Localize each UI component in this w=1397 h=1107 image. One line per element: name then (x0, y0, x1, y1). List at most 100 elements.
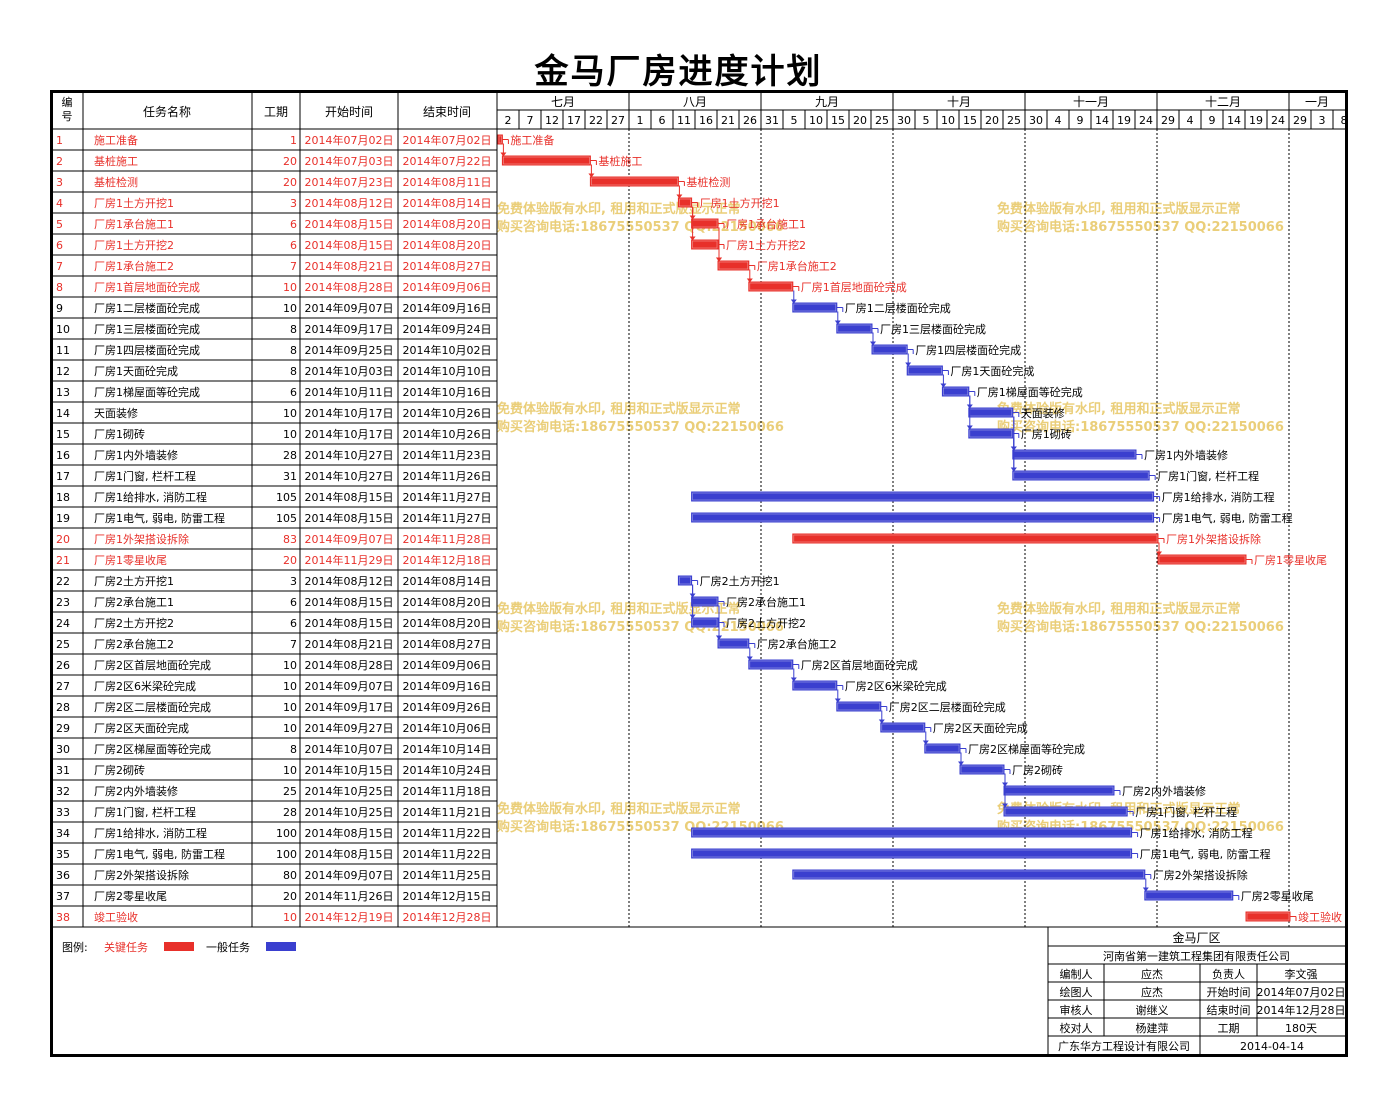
task-start: 2014年09月27日 (305, 721, 394, 735)
task-end: 2014年11月26日 (403, 469, 492, 483)
tick-label: 15 (831, 114, 845, 127)
task-name: 施工准备 (94, 133, 138, 147)
task-no: 6 (56, 239, 63, 252)
task-bar (497, 134, 503, 145)
task-no: 7 (56, 260, 63, 273)
header-name: 任务名称 (143, 104, 191, 119)
task-days: 7 (290, 260, 297, 273)
task-bar-hatch (679, 576, 691, 585)
task-bar (836, 701, 882, 712)
tick-label: 19 (1117, 114, 1131, 127)
task-name: 厂房1天面砼完成 (94, 364, 178, 378)
task-name: 厂房1内外墙装修 (94, 448, 178, 462)
bar-label: 厂房1给排水, 消防工程 (1162, 490, 1275, 504)
task-days: 10 (283, 407, 297, 420)
task-days: 105 (276, 491, 297, 504)
bar-label: 厂房1外架搭设拆除 (1166, 532, 1261, 546)
task-end: 2014年08月14日 (403, 196, 492, 210)
task-no: 27 (56, 680, 70, 693)
task-bar (677, 575, 693, 586)
task-no: 12 (56, 365, 70, 378)
task-bar (691, 848, 1133, 859)
bar-label: 施工准备 (510, 133, 554, 147)
task-name: 厂房2区首层地面砼完成 (94, 658, 211, 672)
info-cell: 2014年12月28日 (1257, 1003, 1346, 1017)
task-end: 2014年08月11日 (403, 175, 492, 189)
task-name: 厂房1门窗, 栏杆工程 (94, 805, 196, 819)
task-no: 37 (56, 890, 70, 903)
bar-label: 厂房1四层楼面砼完成 (915, 343, 1021, 357)
task-bar-hatch (692, 849, 1131, 858)
task-bar-hatch (943, 387, 969, 396)
task-bar-hatch (1158, 555, 1246, 564)
task-days: 20 (283, 890, 297, 903)
tick-label: 15 (963, 114, 977, 127)
task-start: 2014年10月15日 (305, 763, 394, 777)
header-no: 号 (62, 110, 73, 123)
dependency-arrow (834, 698, 841, 703)
task-bar (1157, 554, 1247, 565)
task-end: 2014年11月28日 (403, 532, 492, 546)
info-cell: 开始时间 (1207, 985, 1251, 999)
task-days: 6 (290, 596, 297, 609)
watermark-line1: 免费体验版有水印, 租用和正式版显示正常 (997, 601, 1240, 617)
dependency-arrow (1142, 887, 1149, 892)
chart-frame (50, 90, 1348, 1057)
bar-label: 厂房2区二层楼面砼完成 (889, 700, 1006, 714)
tick-label: 24 (1139, 114, 1153, 127)
task-end: 2014年10月26日 (403, 406, 492, 420)
task-end: 2014年07月22日 (403, 154, 492, 168)
month-label: 九月 (815, 95, 839, 109)
task-end: 2014年12月28日 (403, 910, 492, 924)
task-bar (1012, 470, 1150, 481)
task-name: 厂房2承台施工2 (94, 637, 174, 651)
info-footer-right: 2014-04-14 (1240, 1040, 1304, 1053)
task-name: 厂房2区天面砼完成 (94, 721, 189, 735)
task-end: 2014年11月27日 (403, 490, 492, 504)
bar-label: 厂房2砌砖 (1012, 763, 1063, 777)
dependency-arrow (716, 635, 722, 640)
task-no: 4 (56, 197, 63, 210)
task-no: 10 (56, 323, 70, 336)
bar-label: 厂房1门窗, 栏杆工程 (1157, 469, 1259, 483)
tick-label: 16 (699, 114, 713, 127)
dependency-arrow (689, 236, 696, 241)
task-name: 厂房2土方开挖1 (94, 574, 174, 588)
task-end: 2014年10月10日 (403, 364, 492, 378)
watermark-line1: 免费体验版有水印, 租用和正式版显示正常 (497, 601, 740, 617)
task-no: 22 (56, 575, 70, 588)
task-bar-hatch (679, 198, 691, 207)
tick-label: 7 (527, 114, 534, 127)
task-end: 2014年07月02日 (403, 133, 492, 147)
task-bar-hatch (837, 324, 872, 333)
bar-label: 厂房1电气, 弱电, 防雷工程 (1162, 511, 1293, 525)
task-start: 2014年08月28日 (305, 658, 394, 672)
task-bar (589, 176, 679, 187)
task-start: 2014年12月19日 (305, 910, 394, 924)
task-days: 10 (283, 659, 297, 672)
task-bar-hatch (793, 681, 837, 690)
task-no: 14 (56, 407, 70, 420)
task-start: 2014年08月12日 (305, 574, 394, 588)
bar-label: 厂房1梯屋面等砼完成 (977, 385, 1083, 399)
task-bar-hatch (881, 723, 925, 732)
task-bar (871, 344, 908, 355)
task-name: 厂房1电气, 弱电, 防雷工程 (94, 511, 225, 525)
task-name: 厂房1门窗, 栏杆工程 (94, 469, 196, 483)
bar-label: 天面装修 (1021, 406, 1065, 420)
task-days: 10 (283, 701, 297, 714)
info-cell: 李文强 (1285, 967, 1318, 981)
month-label: 一月 (1305, 95, 1329, 109)
task-bar-hatch (872, 345, 907, 354)
task-end: 2014年12月18日 (403, 553, 492, 567)
bar-label: 竣工验收 (1298, 910, 1342, 924)
task-bar (968, 428, 1014, 439)
bar-label: 厂房2承台施工2 (757, 637, 837, 651)
dependency-arrow (689, 614, 696, 619)
info-cell: 负责人 (1212, 967, 1245, 981)
task-bar-hatch (718, 261, 749, 270)
task-start: 2014年08月28日 (305, 280, 394, 294)
task-start: 2014年08月15日 (305, 847, 394, 861)
task-name: 厂房2零星收尾 (94, 889, 167, 903)
tick-label: 6 (659, 114, 666, 127)
